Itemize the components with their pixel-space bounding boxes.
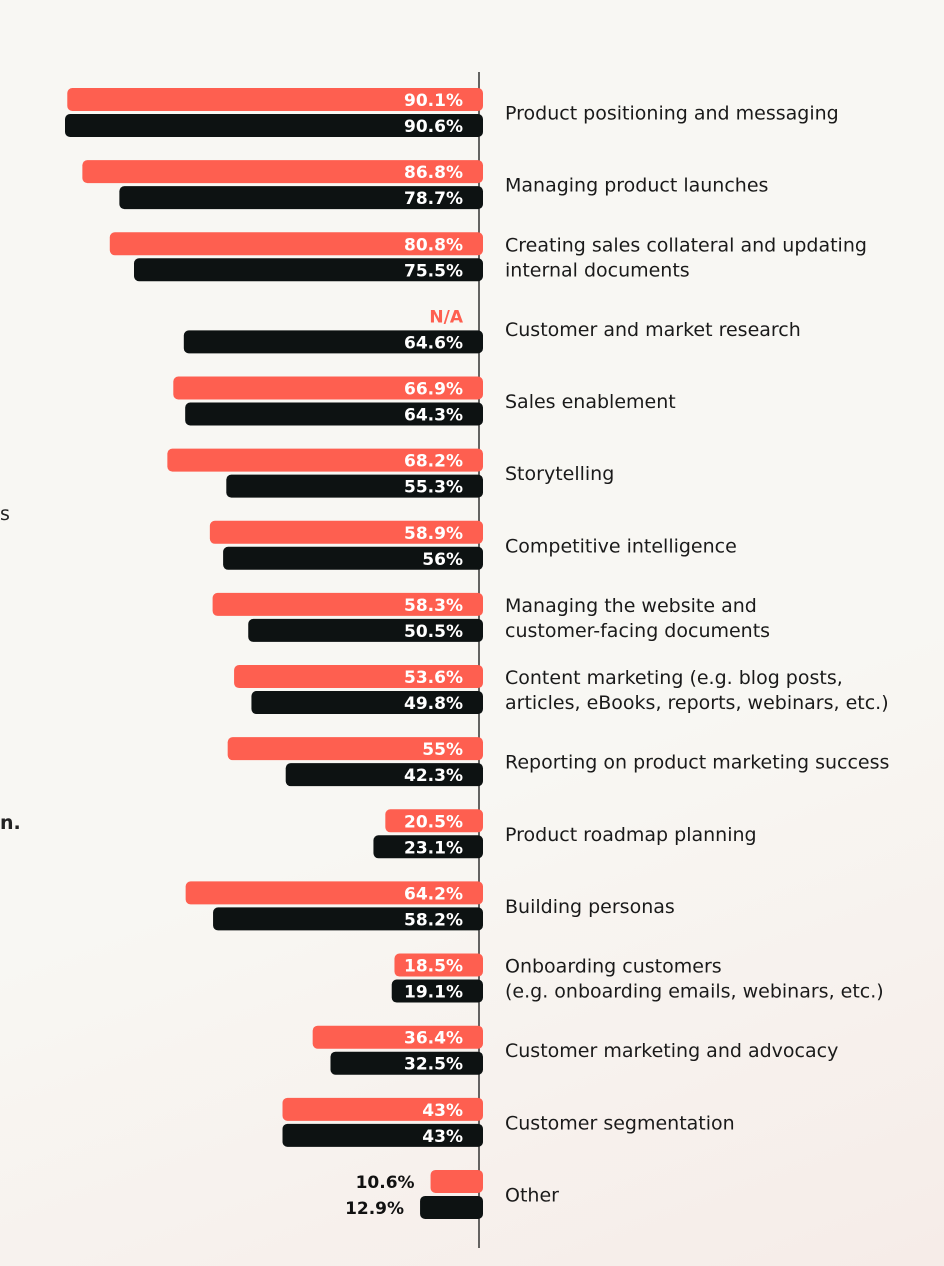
category-label-5: Storytelling [505,463,614,485]
category-label-13: Customer marketing and advocacy [505,1040,838,1062]
bar-label-s0-14: 43% [422,1101,463,1121]
category-label-4: Sales enablement [505,391,676,413]
category-label-1: Managing product launches [505,175,768,197]
labels-group: 90.1% 90.6% Product positioning and messag… [345,91,889,1219]
category-label-7: Managing the website and customer-facing … [505,595,770,642]
bar-label-s0-9: 55% [422,740,463,760]
bar-s0-11 [185,881,484,905]
bar-label-s0-15: 10.6% [356,1173,415,1193]
bar-label-s1-14: 43% [422,1127,463,1147]
bar-label-s1-7: 50.5% [404,622,463,642]
bar-s1-8 [251,691,483,715]
category-label-11: Building personas [505,896,675,918]
category-label-2: Creating sales collateral and updating in… [505,234,867,281]
bar-label-s1-10: 23.1% [404,838,463,858]
bar-s1-11 [213,907,483,931]
bar-s1-15 [420,1195,483,1219]
bar-label-s0-1: 86.8% [404,163,463,183]
bar-s0-15 [430,1169,483,1193]
bar-s0-12 [394,953,483,977]
bar-s0-5 [167,448,484,472]
bar-label-s0-3: N/A [429,307,463,327]
category-label-15: Other [505,1184,559,1206]
bar-label-s0-4: 66.9% [404,380,463,400]
bar-s0-10 [385,809,483,833]
bar-label-s1-15: 12.9% [345,1199,404,1219]
category-label-0: Product positioning and messaging [505,103,839,125]
category-label-14: Customer segmentation [505,1112,735,1134]
bar-s1-5 [226,474,484,498]
bar-s0-6 [209,520,483,544]
category-label-8: Content marketing (e.g. blog posts, artic… [505,667,889,714]
bar-label-s1-12: 19.1% [404,983,463,1003]
category-label-10: Product roadmap planning [505,824,757,846]
bar-s1-6 [223,546,483,570]
bar-s1-14 [282,1123,483,1147]
bar-label-s1-13: 32.5% [404,1055,463,1075]
bar-s1-1 [119,186,483,210]
bar-label-s1-11: 58.2% [404,910,463,930]
bar-label-s0-6: 58.9% [404,524,463,544]
bar-label-s1-5: 55.3% [404,478,463,498]
bar-s0-14 [282,1097,483,1121]
bar-label-s0-8: 53.6% [404,668,463,688]
edge-fragment-1: s [0,503,10,525]
bar-s0-1 [82,160,484,184]
bar-s0-13 [312,1025,483,1049]
category-label-9: Reporting on product marketing success [505,752,889,774]
bar-label-s1-2: 75.5% [404,261,463,281]
bar-label-s0-0: 90.1% [404,91,463,111]
bar-s1-10 [373,835,483,859]
bar-label-s0-11: 64.2% [404,884,463,904]
bar-label-s0-12: 18.5% [404,957,463,977]
bar-s0-0 [67,88,484,111]
bar-label-s0-2: 80.8% [404,235,463,255]
bar-label-s1-0: 90.6% [404,117,463,137]
bar-s1-0 [65,114,483,137]
bar-label-s1-4: 64.3% [404,406,463,426]
bars-group [65,88,484,1219]
bar-s1-4 [185,402,483,426]
bar-label-s1-9: 42.3% [404,766,463,786]
bar-s1-3 [183,330,483,354]
bar-s1-7 [248,618,483,642]
bar-label-s1-8: 49.8% [404,694,463,714]
bar-s1-2 [134,258,483,282]
bar-label-s0-10: 20.5% [404,812,463,832]
bar-label-s0-13: 36.4% [404,1029,463,1049]
bar-s0-4 [173,376,483,400]
bar-s1-12 [391,979,483,1003]
bar-label-s1-1: 78.7% [404,189,463,209]
category-label-12: Onboarding customers (e.g. onboarding ema… [505,956,884,1003]
edge-fragment-2: n. [0,812,21,834]
category-label-6: Competitive intelligence [505,535,737,557]
bar-s0-9 [227,737,483,761]
bar-s0-2 [109,232,483,256]
bar-s1-13 [330,1051,483,1075]
bar-label-s0-7: 58.3% [404,596,463,616]
category-label-3: Customer and market research [505,319,801,341]
bar-label-s1-3: 64.6% [404,333,463,353]
bar-label-s1-6: 56% [422,550,463,570]
bar-s0-8 [234,665,483,689]
bar-s1-9 [285,763,483,787]
bar-label-s0-5: 68.2% [404,452,463,472]
bar-s0-7 [212,592,484,616]
